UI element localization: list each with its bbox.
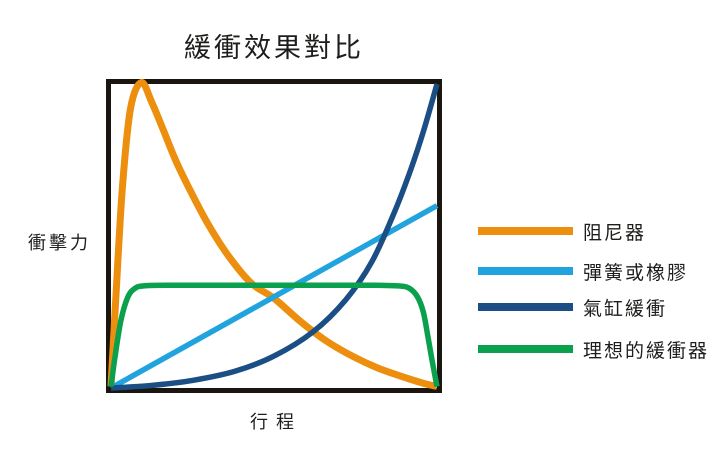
legend-label-ideal: 理想的緩衝器 <box>583 340 710 362</box>
plot-frame <box>106 79 442 393</box>
legend-item-cylinder: 氣缸緩衝 <box>478 297 667 320</box>
chart-title: 緩衝效果對比 <box>184 33 364 63</box>
legend-label-damper: 阻尼器 <box>583 222 647 244</box>
x-axis-label: 行程 <box>250 412 302 432</box>
legend-swatch-ideal <box>478 345 573 353</box>
legend-swatch-spring <box>478 267 573 275</box>
legend-swatch-cylinder <box>478 303 573 311</box>
series-curve <box>109 203 439 391</box>
legend-label-cylinder: 氣缸緩衝 <box>583 298 668 320</box>
series-curve <box>108 282 440 387</box>
plot-area <box>106 79 442 393</box>
series-curve <box>107 79 438 390</box>
y-axis-label: 衝擊力 <box>28 233 91 253</box>
legend-item-damper: 阻尼器 <box>478 221 646 244</box>
legend-label-spring: 彈簧或橡膠 <box>583 262 689 284</box>
legend-item-spring: 彈簧或橡膠 <box>478 261 688 284</box>
legend-item-ideal: 理想的緩衝器 <box>478 339 709 362</box>
plot-series-group <box>107 79 440 391</box>
series-curve <box>110 83 440 391</box>
legend-swatch-damper <box>478 227 573 235</box>
